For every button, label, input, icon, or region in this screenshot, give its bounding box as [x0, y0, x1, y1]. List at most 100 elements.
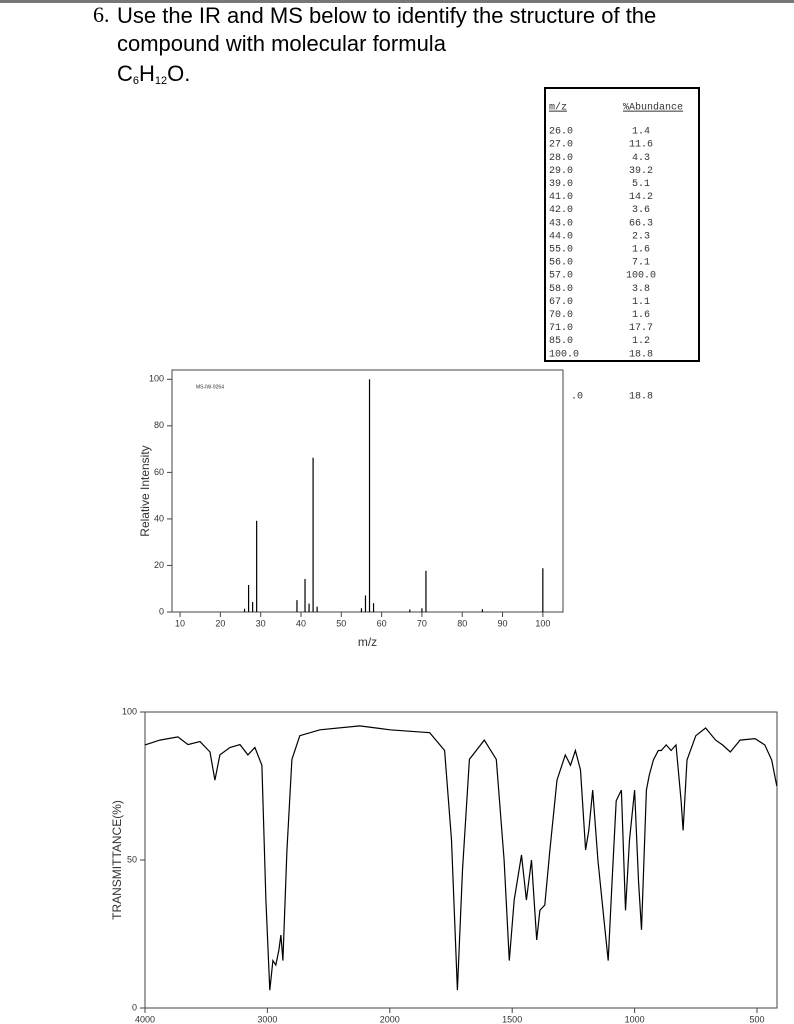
- cut-cell: 18.8: [629, 392, 653, 403]
- x-tick-label: 1000: [625, 1014, 645, 1024]
- spectrum-id: MS-IW-9264: [196, 384, 224, 390]
- peak: [368, 379, 371, 612]
- peak: [372, 603, 375, 612]
- formula-part: O.: [167, 61, 190, 86]
- peak: [312, 457, 314, 612]
- formula-subscript: 6: [133, 75, 139, 87]
- y-tick-label: 100: [149, 374, 164, 384]
- x-tick-label: 20: [215, 618, 225, 628]
- table-cell: 29.0: [549, 166, 573, 177]
- peak: [256, 520, 258, 612]
- table-header: m/z: [549, 102, 567, 114]
- formula-part: C: [117, 61, 133, 86]
- table-cell: 1.6: [632, 245, 650, 256]
- table-cell: 18.8: [629, 349, 653, 360]
- x-tick-label: 2000: [380, 1014, 400, 1024]
- peak: [421, 608, 423, 612]
- table-cell: 17.7: [629, 323, 653, 334]
- table-cell: 5.1: [632, 179, 650, 190]
- peak: [308, 603, 310, 612]
- y-tick-label: 20: [154, 560, 164, 570]
- table-cell: 1.4: [632, 127, 650, 138]
- y-axis-label: TRANSMITTANCE(%): [110, 800, 124, 920]
- table-cell: 71.0: [549, 323, 573, 334]
- table-cell: 2.3: [632, 231, 650, 242]
- y-tick-label: 40: [154, 513, 164, 523]
- peak: [364, 595, 367, 612]
- table-cell: 14.2: [629, 192, 653, 203]
- table-cell: 39.2: [629, 166, 653, 177]
- peak: [296, 600, 298, 612]
- x-tick-label: 4000: [135, 1014, 155, 1024]
- table-cell: 43.0: [549, 218, 573, 229]
- peak: [304, 578, 306, 612]
- formula: C6H12O.: [117, 61, 190, 87]
- y-axis-label: Relative Intensity: [138, 445, 152, 536]
- x-tick-label: 1500: [502, 1014, 522, 1024]
- x-tick-label: 500: [749, 1014, 764, 1024]
- table-cell: 55.0: [549, 245, 573, 256]
- table-cell: 67.0: [549, 297, 573, 308]
- peak: [542, 568, 544, 612]
- y-tick-label: 0: [132, 1002, 137, 1012]
- table-cell: 3.8: [632, 284, 650, 295]
- x-tick-label: 90: [498, 618, 508, 628]
- peak: [243, 608, 246, 612]
- table-cell: 85.0: [549, 336, 573, 347]
- x-tick-label: 60: [377, 618, 387, 628]
- plot-frame: [144, 711, 778, 1009]
- table-cell: 58.0: [549, 284, 573, 295]
- peak: [481, 609, 483, 612]
- x-tick-label: 70: [417, 618, 427, 628]
- table-cell: 28.0: [549, 153, 573, 164]
- table-cell: 11.6: [629, 140, 653, 151]
- x-tick-label: 3000: [257, 1014, 277, 1024]
- y-tick-label: 100: [122, 706, 137, 716]
- x-tick-label: 100: [535, 618, 550, 628]
- question-number: 6.: [93, 2, 110, 27]
- table-cell: 41.0: [549, 192, 573, 203]
- table-cell: 4.3: [632, 153, 650, 164]
- table-cell: 100.0: [549, 349, 579, 360]
- x-axis-label: m/z: [358, 635, 377, 649]
- question-line: compound with molecular formula: [117, 31, 447, 56]
- y-tick-label: 60: [154, 467, 164, 477]
- x-tick-label: 30: [256, 618, 266, 628]
- table-cell: 66.3: [629, 218, 653, 229]
- table-cell: 70.0: [549, 310, 573, 321]
- peak: [316, 606, 318, 612]
- table-cell: 56.0: [549, 258, 573, 269]
- table-header: %Abundance: [623, 102, 683, 114]
- table-cell: 39.0: [549, 179, 573, 190]
- table-cell: 1.1: [632, 297, 650, 308]
- x-tick-label: 50: [336, 618, 346, 628]
- table-cell: 44.0: [549, 231, 573, 242]
- table-cell: 57.0: [549, 271, 573, 282]
- peak: [360, 608, 363, 612]
- peak: [252, 601, 254, 612]
- table-box: [544, 87, 700, 362]
- top-rule: [0, 0, 794, 3]
- y-tick-label: 0: [159, 606, 164, 616]
- table-cell: 26.0: [549, 127, 573, 138]
- cut-cell: .0: [571, 392, 583, 403]
- table-cell: 100.0: [626, 271, 656, 282]
- y-tick-label: 80: [154, 420, 164, 430]
- x-tick-label: 40: [296, 618, 306, 628]
- table-cell: 27.0: [549, 140, 573, 151]
- spectrum-line: [144, 725, 778, 991]
- formula-subscript: 12: [155, 75, 167, 87]
- peak: [425, 570, 427, 612]
- peak: [409, 609, 411, 612]
- formula-part: H: [139, 61, 155, 86]
- peak: [247, 585, 250, 612]
- plot-frame: [171, 369, 564, 613]
- question-line: Use the IR and MS below to identify the …: [117, 3, 656, 28]
- table-cell: 3.6: [632, 205, 650, 216]
- x-tick-label: 80: [457, 618, 467, 628]
- y-tick-label: 50: [127, 854, 137, 864]
- table-cell: 42.0: [549, 205, 573, 216]
- table-cell: 1.2: [632, 336, 650, 347]
- table-cell: 7.1: [632, 258, 650, 269]
